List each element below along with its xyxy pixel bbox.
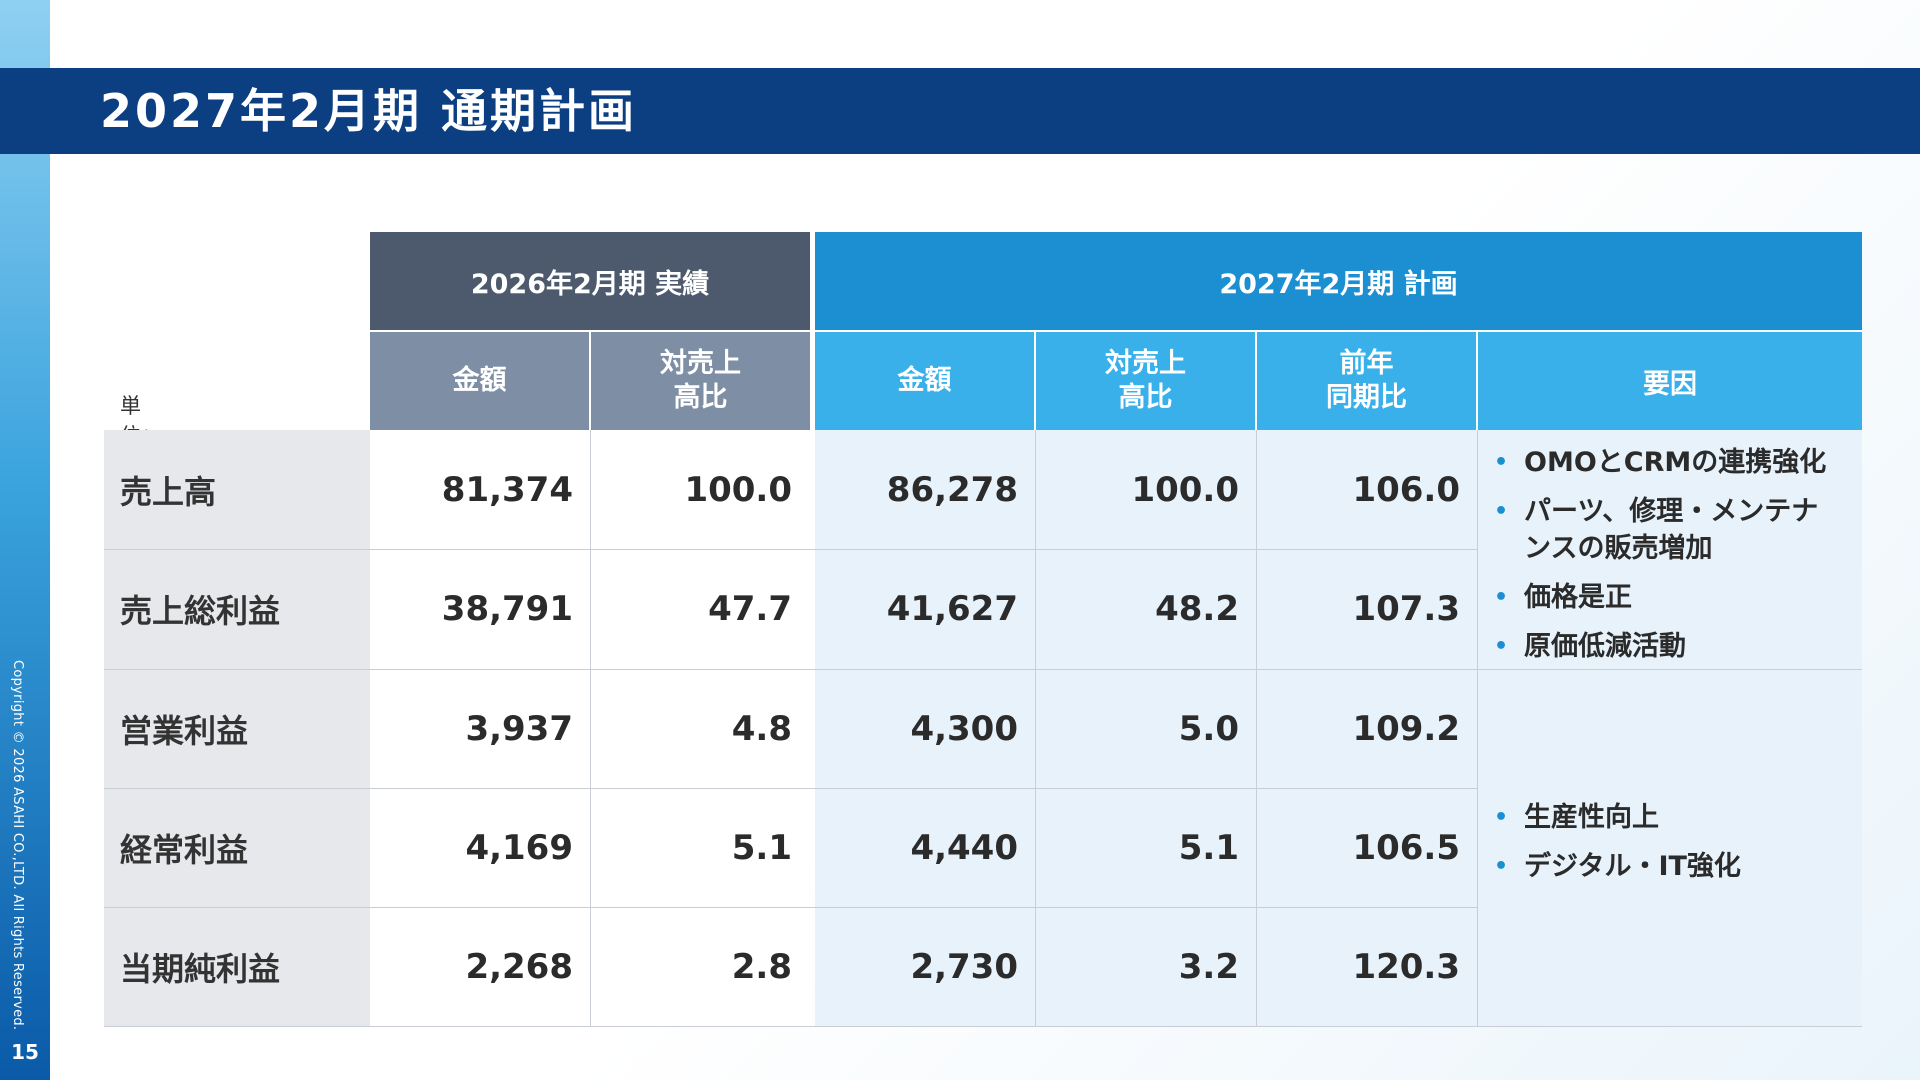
cell-yoy: 106.0 [1257,430,1478,549]
cell-amount-2026: 4,169 [370,788,591,907]
factor-text: デジタル・IT強化 [1524,850,1741,882]
factors-top: • OMOとCRMの連携強化 • パーツ、修理・メンテナンスの販売増加 • 価格… [1478,430,1862,669]
cell-amount-2026: 2,268 [370,907,591,1026]
cell-yoy: 109.2 [1257,669,1478,788]
cell-amount-2027: 41,627 [815,549,1036,669]
col-header-ratio-2027: 対売上 高比 [1036,332,1255,430]
bullet-icon: • [1494,634,1509,659]
col-header-ratio-2026: 対売上 高比 [591,332,810,430]
cell-ratio-2026: 47.7 [591,549,810,669]
grid-line [590,430,591,1026]
grid-line [104,669,1862,670]
col-header-label: 対売上 [660,348,741,379]
factor-text: パーツ、修理・メンテナンスの販売増加 [1524,496,1819,564]
cell-amount-2026: 3,937 [370,669,591,788]
cell-ratio-2026: 4.8 [591,669,810,788]
factor-text: OMOとCRMの連携強化 [1524,447,1827,478]
bullet-icon: • [1494,585,1509,610]
cell-ratio-2026: 2.8 [591,907,810,1026]
col-header-label: 対売上 [1105,348,1186,379]
col-header-amount-2026: 金額 [370,332,589,430]
row-label-gross-profit: 売上総利益 [104,549,370,669]
cell-ratio-2027: 48.2 [1036,549,1257,669]
col-header-label: 金額 [897,365,952,396]
cell-amount-2027: 2,730 [815,907,1036,1026]
copyright-text: Copyright © 2026 ASAHI CO.,LTD. All Righ… [10,660,25,1031]
cell-ratio-2026: 5.1 [591,788,810,907]
cell-ratio-2027: 3.2 [1036,907,1257,1026]
cell-yoy: 107.3 [1257,549,1478,669]
factor-text: 生産性向上 [1524,801,1659,833]
grid-line [104,907,1478,908]
page-title: 2027年2月期 通期計画 [100,84,638,138]
row-label-net-income: 当期純利益 [104,907,370,1026]
factors-bottom: • 生産性向上 • デジタル・IT強化 [1478,669,1862,1026]
group-header-2027-plan: 2027年2月期 計画 [815,232,1862,330]
list-item: • 生産性向上 [1494,799,1842,836]
cell-amount-2027: 4,300 [815,669,1036,788]
grid-line [104,788,1478,789]
col-header-amount-2027: 金額 [815,332,1034,430]
col-header-label: 金額 [452,365,507,396]
list-item: • OMOとCRMの連携強化 [1494,444,1842,481]
row-label-ordinary-profit: 経常利益 [104,788,370,907]
col-header-yoy: 前年 同期比 [1257,332,1476,430]
cell-ratio-2027: 100.0 [1036,430,1257,549]
grid-line [1035,430,1036,1026]
grid-line [104,1026,1862,1027]
grid-line [104,549,1478,550]
cell-ratio-2027: 5.0 [1036,669,1257,788]
cell-amount-2026: 38,791 [370,549,591,669]
bullet-icon: • [1494,853,1509,879]
col-header-label: 高比 [1118,382,1173,413]
list-item: • 原価低減活動 [1494,628,1842,665]
col-header-label: 同期比 [1326,382,1407,413]
bullet-icon: • [1494,804,1509,830]
col-header-factors: 要因 [1478,332,1862,430]
row-label-sales: 売上高 [104,430,370,549]
bullet-icon: • [1494,450,1509,475]
group-header-2026-actual: 2026年2月期 実績 [370,232,810,330]
factor-text: 価格是正 [1524,582,1632,613]
side-bar: Copyright © 2026 ASAHI CO.,LTD. All Righ… [0,0,50,1080]
col-header-label: 前年 [1339,348,1394,379]
list-item: • 価格是正 [1494,579,1842,616]
bullet-icon: • [1494,499,1509,524]
cell-ratio-2027: 5.1 [1036,788,1257,907]
list-item: • パーツ、修理・メンテナンスの販売増加 [1494,493,1842,567]
cell-ratio-2026: 100.0 [591,430,810,549]
col-header-label: 高比 [673,382,728,413]
row-label-operating-profit: 営業利益 [104,669,370,788]
factor-text: 原価低減活動 [1524,631,1686,662]
list-item: • デジタル・IT強化 [1494,848,1842,885]
cell-yoy: 106.5 [1257,788,1478,907]
title-band: 2027年2月期 通期計画 [0,68,1920,154]
cell-yoy: 120.3 [1257,907,1478,1026]
grid-line [1477,430,1478,1026]
cell-amount-2026: 81,374 [370,430,591,549]
grid-line [1256,430,1257,1026]
cell-amount-2027: 86,278 [815,430,1036,549]
page-number: 15 [11,1040,39,1064]
cell-amount-2027: 4,440 [815,788,1036,907]
